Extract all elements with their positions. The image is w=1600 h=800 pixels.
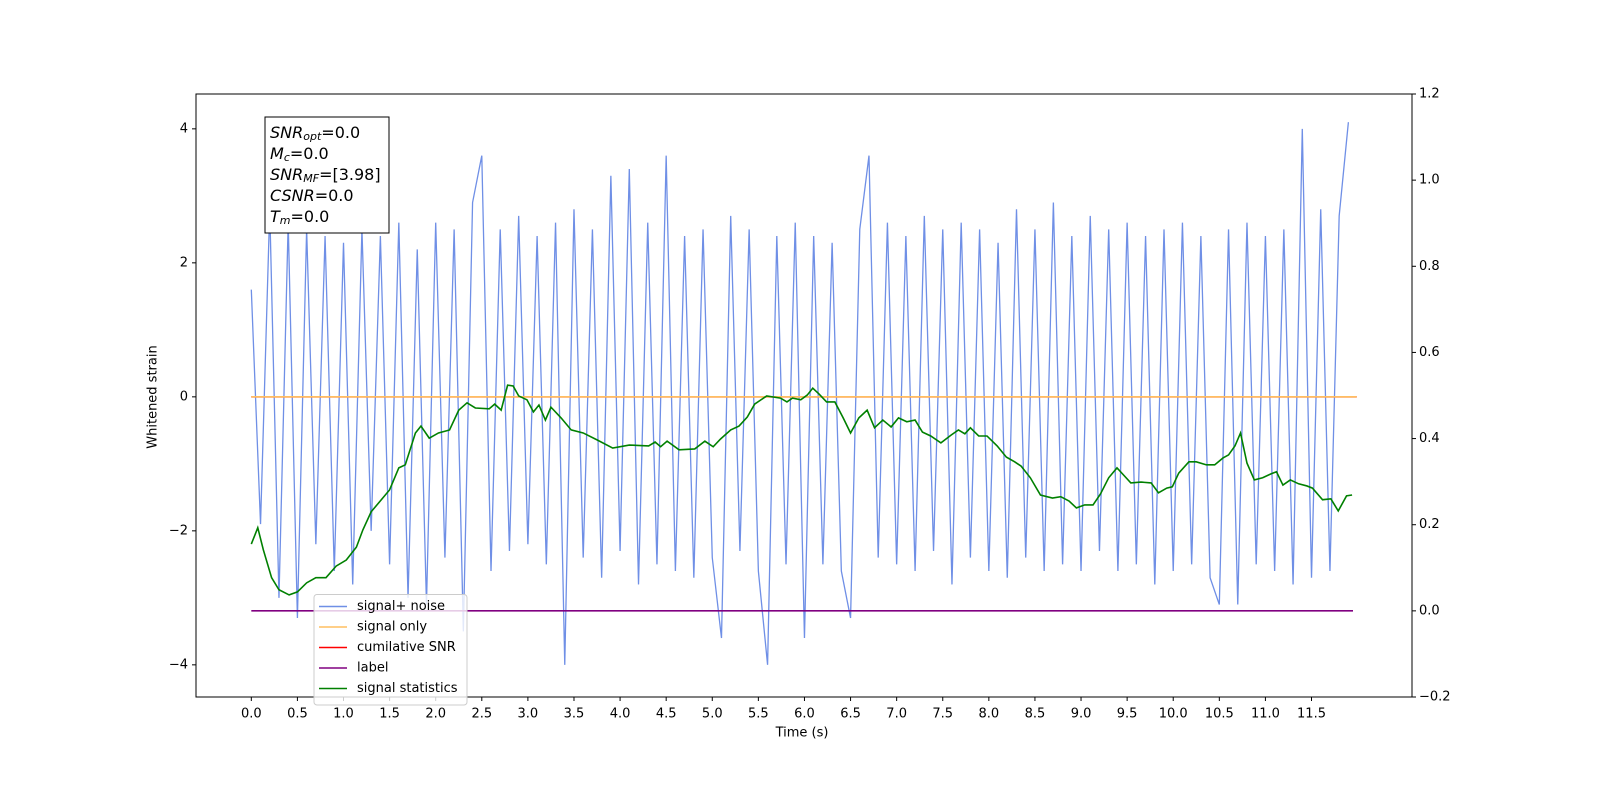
- annotation-symbol: M: [270, 144, 284, 163]
- x-tick-label: 5.5: [748, 707, 769, 722]
- annotation-box: [264, 116, 390, 234]
- x-tick-label: 3.0: [518, 707, 539, 722]
- annotation-subscript: MF: [303, 172, 319, 185]
- annotation-value: =0.0: [291, 207, 330, 226]
- annotation-text: CSNR=0.0: [270, 186, 354, 205]
- legend-label: signal only: [357, 620, 427, 635]
- y2-tick-label: 0.4: [1419, 431, 1440, 446]
- annotation-symbol: T: [270, 207, 281, 226]
- x-tick-label: 11.5: [1297, 707, 1326, 722]
- y2-tick-label: 0.6: [1419, 345, 1440, 360]
- series-line: [250, 122, 1350, 665]
- x-tick-label: 9.0: [1071, 707, 1092, 722]
- annotation-subscript: m: [280, 214, 291, 227]
- y2-tick-label: 1.2: [1419, 87, 1440, 102]
- legend-label: cumilative SNR: [357, 640, 456, 655]
- annotation-text: SNRopt=0.0: [270, 123, 360, 144]
- x-tick-label: 11.0: [1251, 707, 1280, 722]
- annotation-value: =0.0: [315, 186, 354, 205]
- x-tick-label: 5.0: [702, 707, 723, 722]
- x-tick-label: 8.5: [1025, 707, 1046, 722]
- annotation-value: =[3.98]: [319, 165, 381, 184]
- x-tick-label: 2.5: [471, 707, 492, 722]
- annotation-symbol: SNR: [270, 165, 303, 184]
- legend-box: [313, 594, 468, 706]
- x-tick-label: 6.0: [794, 707, 815, 722]
- annotation-text: Mc=0.0: [270, 144, 329, 165]
- x-tick-label: 4.0: [610, 707, 631, 722]
- x-tick-label: 6.5: [840, 707, 861, 722]
- y-tick-label: 2: [180, 255, 188, 270]
- x-tick-label: 7.5: [932, 707, 953, 722]
- x-tick-label: 0.5: [287, 707, 308, 722]
- y2-tick-label: 0.2: [1419, 517, 1440, 532]
- x-tick-label: 1.0: [333, 707, 354, 722]
- y2-tick-label: −0.2: [1419, 690, 1451, 705]
- legend-label: signal statistics: [357, 681, 458, 696]
- annotation-value: =0.0: [321, 123, 360, 142]
- y-axis-label: Whitened strain: [146, 345, 161, 448]
- y-tick-label: −2: [169, 523, 188, 538]
- y2-tick-label: 1.0: [1419, 173, 1440, 188]
- annotation-subscript: c: [284, 151, 290, 164]
- x-tick-label: 7.0: [886, 707, 907, 722]
- annotation-text: SNRMF=[3.98]: [270, 165, 381, 186]
- plot-frame: [195, 93, 1413, 698]
- legend-label: label: [357, 661, 388, 676]
- series-line: [250, 384, 1353, 596]
- legend-label: signal+ noise: [357, 599, 445, 614]
- x-tick-label: 10.5: [1205, 707, 1234, 722]
- y-tick-label: 0: [180, 389, 188, 404]
- x-tick-label: 3.5: [564, 707, 585, 722]
- x-tick-label: 8.0: [978, 707, 999, 722]
- y2-tick-label: 0.0: [1419, 603, 1440, 618]
- y-tick-label: 4: [180, 121, 188, 136]
- y2-tick-label: 0.8: [1419, 259, 1440, 274]
- x-axis-label: Time (s): [775, 726, 829, 741]
- annotation-symbol: CSNR: [270, 186, 315, 205]
- annotation-value: =0.0: [290, 144, 329, 163]
- x-tick-label: 4.5: [656, 707, 677, 722]
- x-tick-label: 1.5: [379, 707, 400, 722]
- x-tick-label: 0.0: [241, 707, 262, 722]
- annotation-symbol: SNR: [270, 123, 303, 142]
- x-tick-label: 2.0: [425, 707, 446, 722]
- x-tick-label: 9.5: [1117, 707, 1138, 722]
- y-tick-label: −4: [169, 657, 188, 672]
- annotation-text: Tm=0.0: [270, 207, 329, 228]
- x-tick-label: 10.0: [1159, 707, 1188, 722]
- annotation-subscript: opt: [303, 130, 322, 143]
